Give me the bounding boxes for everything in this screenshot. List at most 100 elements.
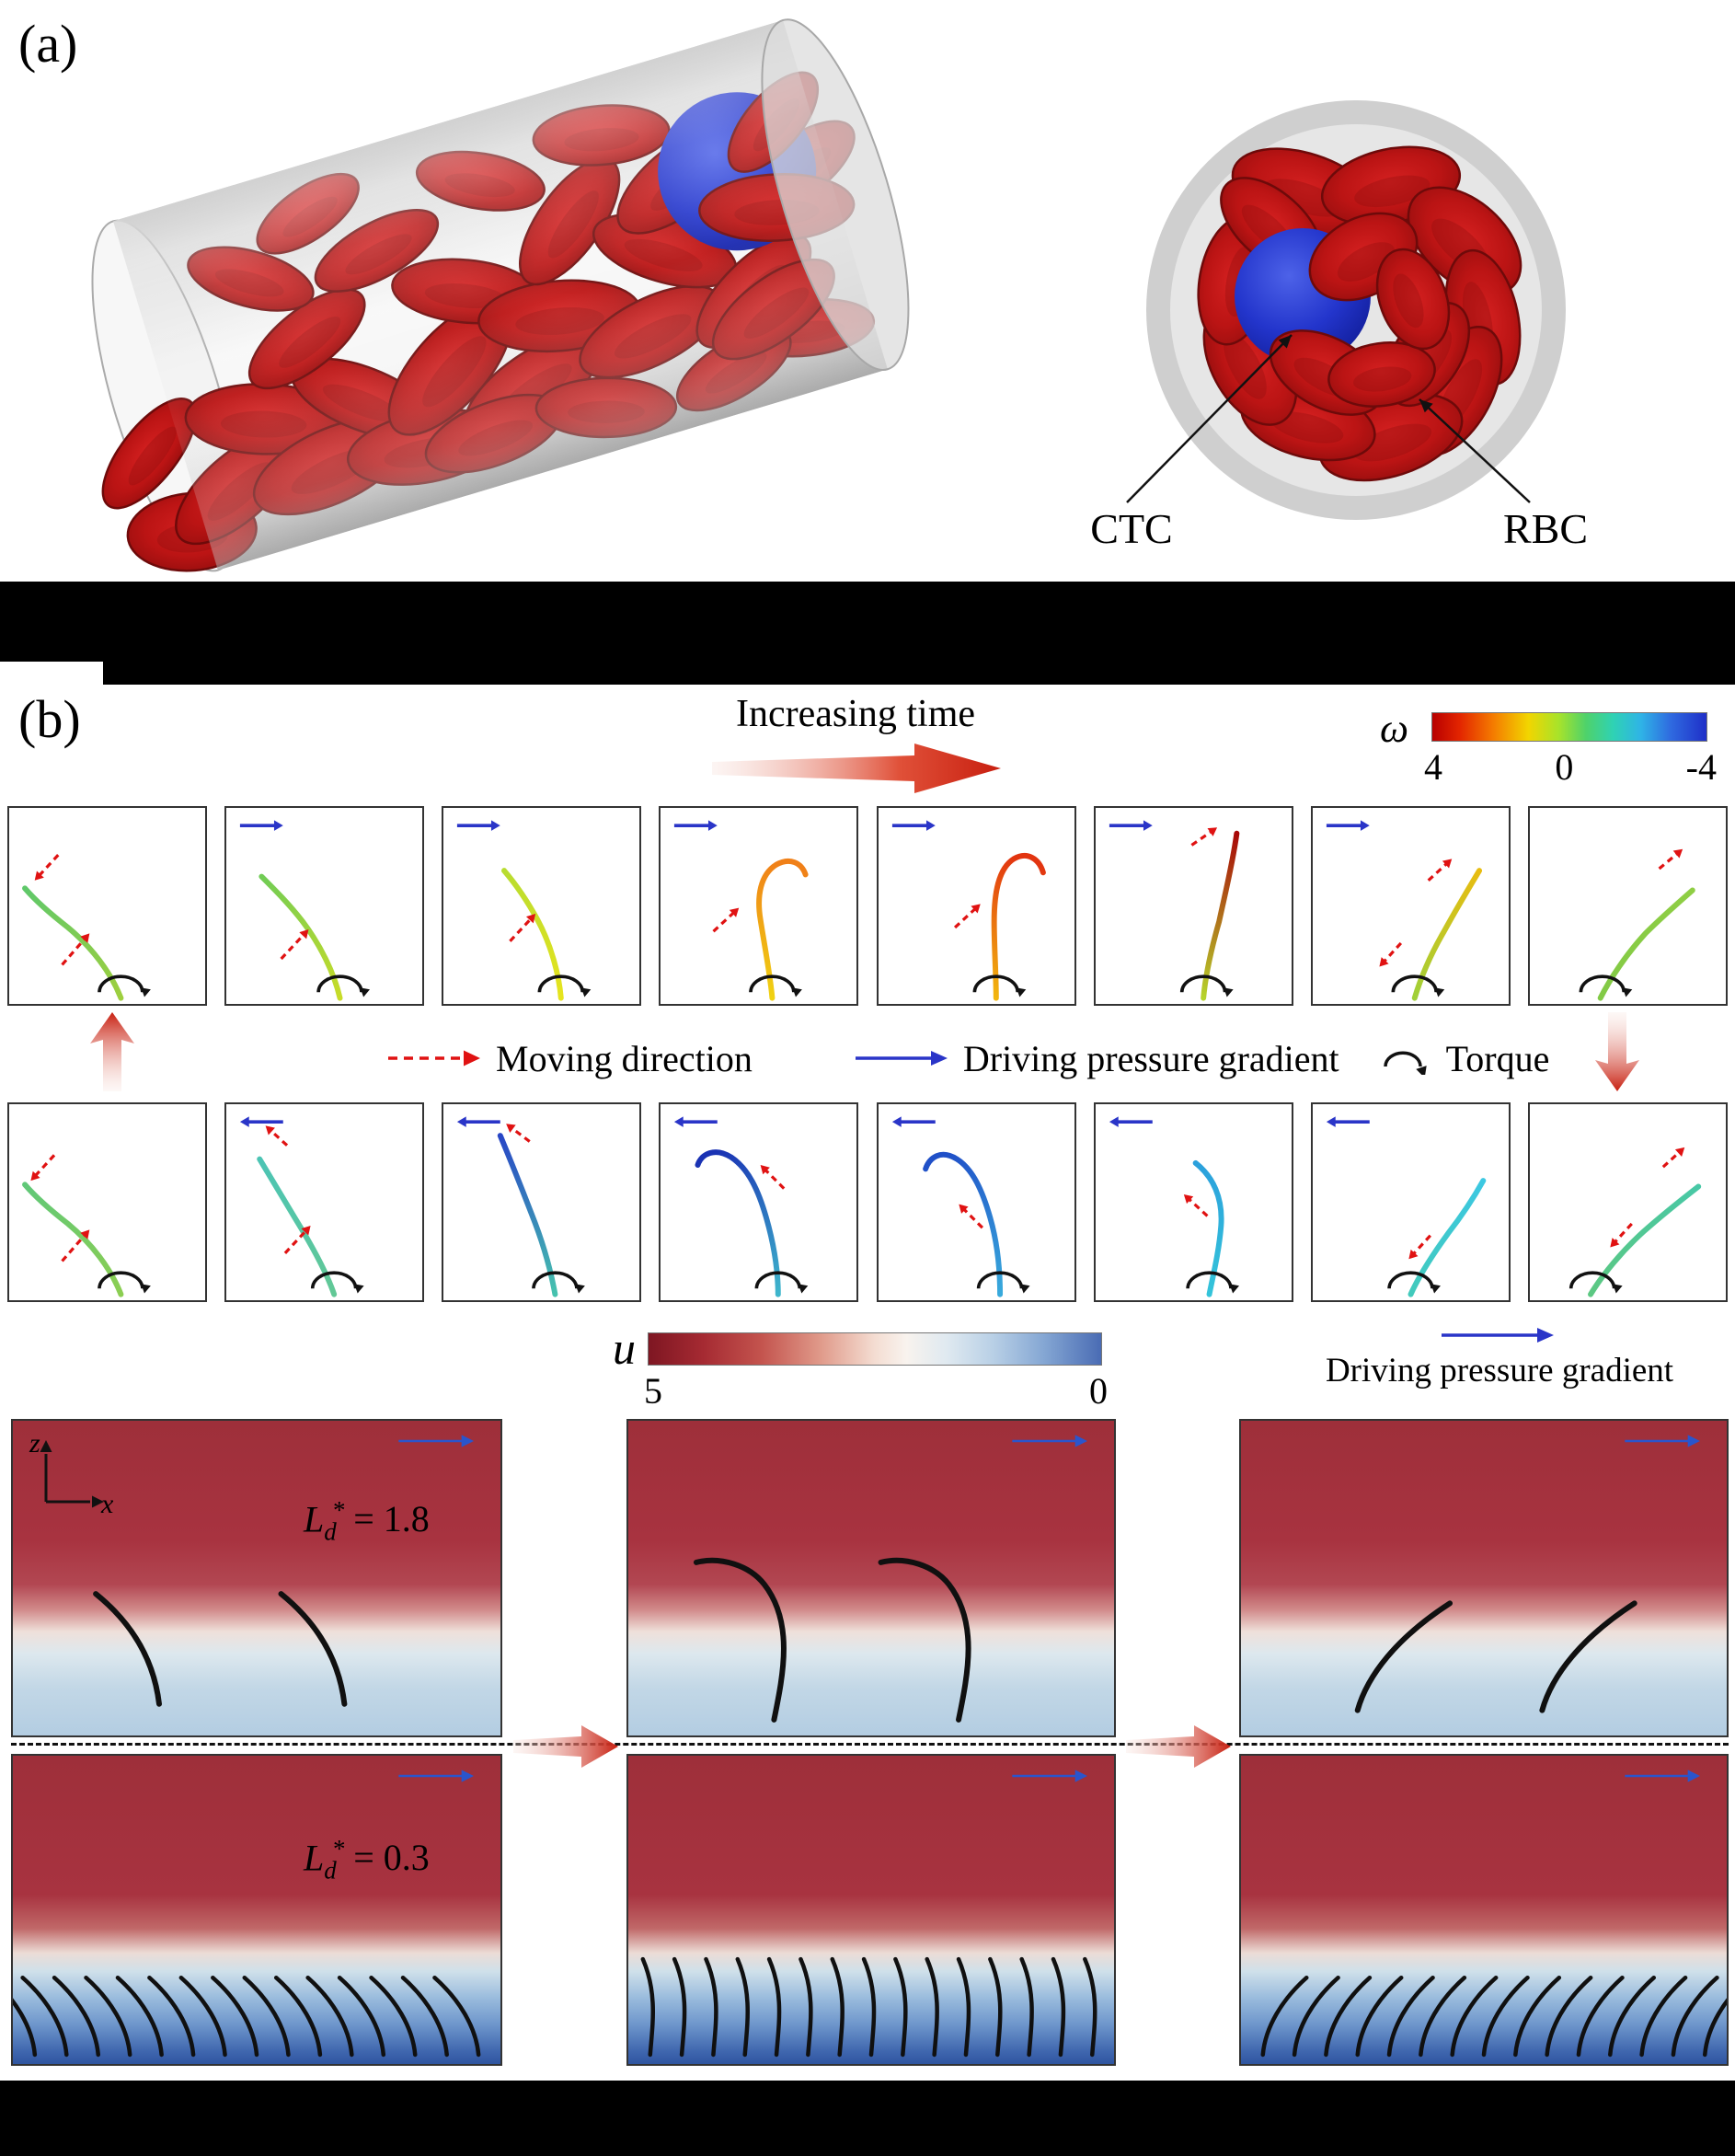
- ld-label-top: Ld* = 1.8: [304, 1496, 430, 1546]
- legend-torque-label: Torque: [1445, 1037, 1550, 1079]
- time-frame-r1-7: [1310, 806, 1511, 1006]
- filament: [1326, 1977, 1370, 2055]
- filament: [895, 1959, 905, 2055]
- flow-bottom-subpanel-1: [11, 1754, 502, 2066]
- omega-tick-mid: 0: [1555, 746, 1574, 788]
- u-colorbar: u 5 0: [607, 1321, 1122, 1413]
- time-frame-r1-8: [1527, 806, 1728, 1006]
- filament: [922, 1151, 1003, 1297]
- time-frame-r1-6: [1093, 806, 1293, 1006]
- filament: [1263, 1977, 1307, 2055]
- ctc-label: CTC: [1090, 505, 1173, 552]
- filament: [498, 1133, 558, 1297]
- filament: [213, 1977, 257, 2055]
- omega-ticks: 4 0 -4: [1424, 745, 1717, 789]
- filament: [800, 1959, 810, 2055]
- filament: [696, 1561, 784, 1720]
- filament: [1705, 1977, 1727, 2055]
- time-sequence-row-reverse: [7, 1102, 1728, 1302]
- vessel-cross-section: [1146, 100, 1566, 520]
- red-blood-cell: [1327, 341, 1436, 408]
- filament-frame: [1326, 820, 1482, 1001]
- filament: [403, 1977, 447, 2055]
- pressure-gradient-arrow-icon: [855, 1051, 948, 1066]
- axis-z-label: z: [29, 1432, 40, 1458]
- filament-frame: [1579, 848, 1695, 1001]
- filament: [1610, 1977, 1654, 2055]
- moving-direction-arrow-icon: [388, 1050, 480, 1066]
- omega-symbol: ω: [1380, 706, 1409, 751]
- filament: [308, 1977, 352, 2055]
- filament-frame: [457, 820, 592, 1001]
- filament-frame: [1326, 1116, 1487, 1297]
- omega-colorbar: ω 4 0 -4: [1380, 701, 1735, 793]
- filament: [1453, 1977, 1497, 2055]
- filament: [1515, 1977, 1559, 2055]
- flow-top-subpanel-3: [1239, 1419, 1729, 1737]
- time-frame-r2-1: [7, 1102, 207, 1302]
- flow-panel-1: [11, 1419, 502, 2066]
- flow-panel-3: [1239, 1419, 1729, 2066]
- divider-bar-bottom: [0, 2081, 1735, 2156]
- filament: [1389, 1977, 1433, 2055]
- divider-notch: [0, 662, 103, 685]
- filament: [86, 1977, 131, 2055]
- flow-panel-2: [626, 1419, 1116, 2066]
- filament: [181, 1977, 225, 2055]
- time-frame-r1-1: [7, 806, 207, 1006]
- filament: [706, 1959, 716, 2055]
- divider-bar-top: [0, 582, 1735, 685]
- filament: [54, 1977, 98, 2055]
- cycle-arrow-down-icon: [1595, 1012, 1639, 1091]
- filament: [756, 859, 810, 1001]
- time-frame-r1-4: [659, 806, 859, 1006]
- filament-frame: [22, 854, 151, 1001]
- filament: [1420, 1977, 1465, 2055]
- time-frame-r1-3: [442, 806, 642, 1006]
- red-blood-cell: [1375, 248, 1451, 351]
- pressure-direction-arrow-icon: [1012, 1770, 1087, 1782]
- filament: [927, 1959, 937, 2055]
- flow-field-row: [0, 1419, 1735, 2066]
- filament: [959, 1959, 969, 2055]
- filament: [276, 1977, 320, 2055]
- filament-frame: [1109, 1116, 1239, 1297]
- filament: [149, 1977, 193, 2055]
- filament: [833, 1959, 843, 2055]
- filament: [1673, 1977, 1718, 2055]
- filament: [1358, 1603, 1450, 1710]
- u-tick-min: 0: [1089, 1370, 1108, 1412]
- filament: [738, 1959, 748, 2055]
- filament: [864, 1959, 874, 2055]
- pressure-direction-arrow-icon: [1625, 1770, 1700, 1782]
- filament: [1358, 1977, 1402, 2055]
- vessel-side-view: [91, 18, 910, 572]
- increasing-time-arrow-icon: [712, 744, 1001, 793]
- velocity-field: [1241, 1756, 1727, 2064]
- filament: [990, 1959, 1000, 2055]
- rbc-pointer-line: [1419, 398, 1531, 503]
- filament: [13, 1977, 35, 2055]
- flow-top-subpanel-2: [626, 1419, 1116, 1737]
- panel-a-label: (a): [18, 14, 78, 74]
- pressure-direction-arrow-icon: [398, 1435, 474, 1447]
- rbc-label: RBC: [1502, 505, 1589, 552]
- filament-frame: [1568, 1147, 1702, 1297]
- velocity-field: [13, 1756, 500, 2064]
- filament: [1642, 1977, 1686, 2055]
- time-frame-r2-6: [1093, 1102, 1293, 1302]
- filament: [1579, 1977, 1623, 2055]
- time-frame-r2-8: [1527, 1102, 1728, 1302]
- velocity-field: [13, 1421, 500, 1735]
- pressure-gradient-arrow-icon: [1442, 1328, 1554, 1343]
- u-ticks: 5 0: [644, 1369, 1108, 1412]
- time-progress-arrow-icon: [513, 1725, 618, 1768]
- pressure-gradient-legend: Driving pressure gradient: [1306, 1323, 1693, 1390]
- filament-frame: [22, 1154, 151, 1297]
- omega-tick-min: -4: [1685, 746, 1717, 788]
- filament: [339, 1977, 384, 2055]
- coordinate-axes-icon: z x: [29, 1432, 114, 1519]
- filament-frame: [240, 820, 371, 1001]
- filament: [1294, 1977, 1339, 2055]
